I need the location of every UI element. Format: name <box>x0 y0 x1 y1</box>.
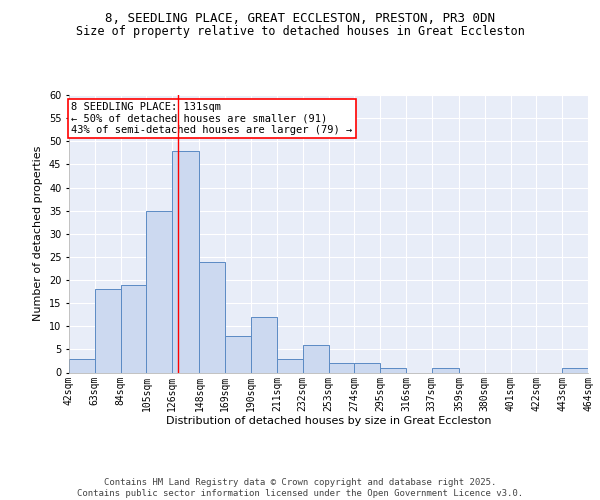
Bar <box>251 317 277 372</box>
Bar <box>172 150 199 372</box>
Bar <box>199 262 225 372</box>
Bar <box>380 368 406 372</box>
Bar <box>121 284 146 372</box>
Bar <box>302 345 329 372</box>
Bar <box>69 358 95 372</box>
Bar <box>225 336 251 372</box>
Bar <box>562 368 588 372</box>
Bar <box>146 210 172 372</box>
Y-axis label: Number of detached properties: Number of detached properties <box>34 146 43 322</box>
Text: 8, SEEDLING PLACE, GREAT ECCLESTON, PRESTON, PR3 0DN: 8, SEEDLING PLACE, GREAT ECCLESTON, PRES… <box>105 12 495 26</box>
Bar <box>95 289 121 372</box>
Bar <box>277 358 302 372</box>
X-axis label: Distribution of detached houses by size in Great Eccleston: Distribution of detached houses by size … <box>166 416 491 426</box>
Bar <box>432 368 459 372</box>
Text: 8 SEEDLING PLACE: 131sqm
← 50% of detached houses are smaller (91)
43% of semi-d: 8 SEEDLING PLACE: 131sqm ← 50% of detach… <box>71 102 353 135</box>
Bar <box>329 363 355 372</box>
Bar <box>355 363 380 372</box>
Text: Contains HM Land Registry data © Crown copyright and database right 2025.
Contai: Contains HM Land Registry data © Crown c… <box>77 478 523 498</box>
Text: Size of property relative to detached houses in Great Eccleston: Size of property relative to detached ho… <box>76 25 524 38</box>
